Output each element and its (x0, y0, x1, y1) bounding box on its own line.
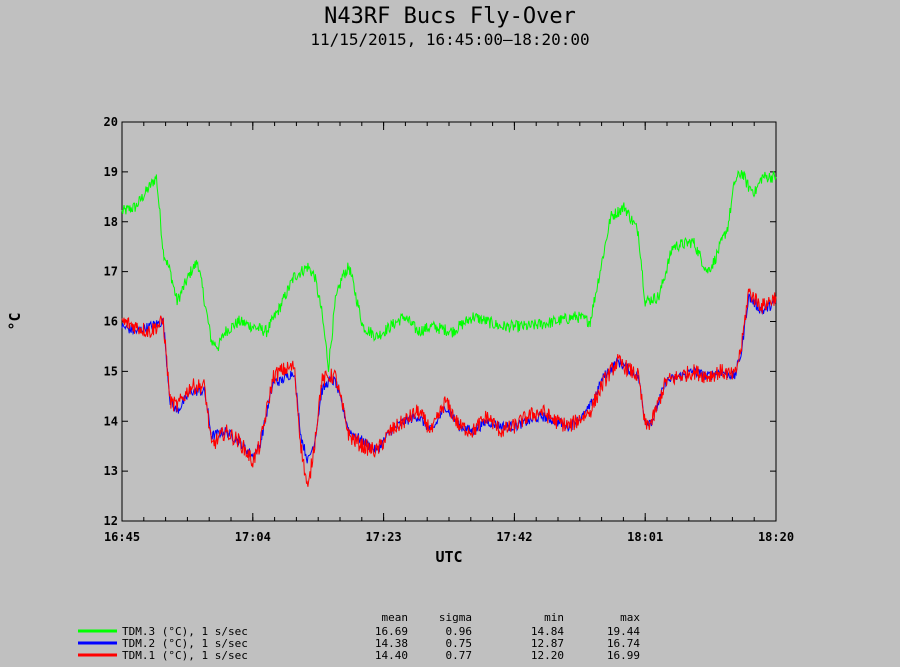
stats-header-mean: mean (382, 611, 409, 624)
y-tick-label: 17 (104, 265, 118, 279)
series-line-3 (121, 288, 777, 487)
stats-value: 12.20 (531, 649, 564, 662)
stats-value: 19.44 (607, 625, 640, 638)
y-axis-label: °C (6, 312, 24, 330)
y-tick-label: 18 (104, 215, 118, 229)
x-tick-label: 17:23 (366, 530, 402, 544)
x-tick-label: 17:04 (235, 530, 271, 544)
stats-value: 16.74 (607, 637, 640, 650)
y-tick-label: 12 (104, 514, 118, 528)
y-tick-label: 13 (104, 464, 118, 478)
y-tick-label: 15 (104, 364, 118, 378)
stats-header-min: min (544, 611, 564, 624)
chart-title: N43RF Bucs Fly-Over (324, 4, 576, 29)
y-tick-label: 20 (104, 115, 118, 129)
x-axis-label: UTC (435, 548, 462, 566)
stats-value: 14.84 (531, 625, 564, 638)
y-tick-label: 19 (104, 165, 118, 179)
stats-value: 0.75 (446, 637, 473, 650)
x-tick-label: 18:20 (758, 530, 794, 544)
y-tick-label: 16 (104, 315, 118, 329)
series-line-1 (121, 170, 777, 372)
stats-header-sigma: sigma (439, 611, 472, 624)
x-tick-label: 17:42 (496, 530, 532, 544)
legend-entry-label: TDM.2 (°C), 1 s/sec (122, 637, 248, 650)
x-tick-label: 16:45 (104, 530, 140, 544)
y-tick-label: 14 (104, 414, 118, 428)
chart-subtitle: 11/15/2015, 16:45:00–18:20:00 (310, 30, 590, 49)
stats-header-max: max (620, 611, 640, 624)
plot-frame (121, 121, 777, 522)
legend-entry-label: TDM.1 (°C), 1 s/sec (122, 649, 248, 662)
stats-value: 12.87 (531, 637, 564, 650)
stats-value: 0.96 (446, 625, 473, 638)
stats-value: 16.69 (375, 625, 408, 638)
stats-value: 14.38 (375, 637, 408, 650)
x-tick-label: 18:01 (627, 530, 663, 544)
series-line-2 (121, 293, 777, 464)
stats-value: 16.99 (607, 649, 640, 662)
stats-value: 14.40 (375, 649, 408, 662)
stats-value: 0.77 (446, 649, 473, 662)
legend-entry-label: TDM.3 (°C), 1 s/sec (122, 625, 248, 638)
